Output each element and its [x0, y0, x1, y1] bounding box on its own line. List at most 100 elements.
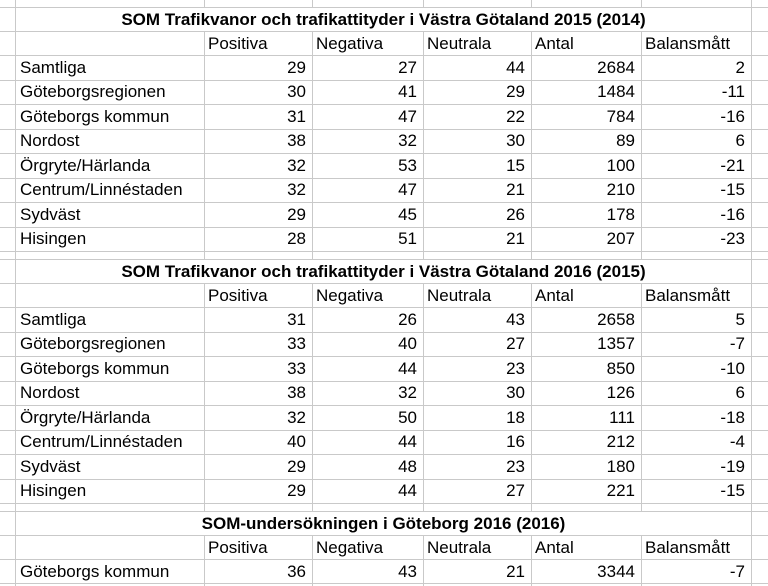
value-cell[interactable]: -10 — [642, 357, 752, 381]
value-cell[interactable]: 50 — [313, 406, 424, 430]
value-cell[interactable]: -7 — [642, 332, 752, 356]
value-cell[interactable]: 31 — [205, 105, 313, 129]
row-label-cell[interactable]: Göteborgs kommun — [16, 357, 205, 381]
column-header-cell[interactable]: Negativa — [313, 32, 424, 55]
value-cell[interactable]: 27 — [424, 479, 532, 503]
value-cell[interactable]: 21 — [424, 560, 532, 583]
value-cell[interactable]: -23 — [642, 227, 752, 251]
row-label-cell[interactable]: Örgryte/Härlanda — [16, 406, 205, 430]
value-cell[interactable]: 36 — [205, 560, 313, 583]
value-cell[interactable]: 40 — [313, 332, 424, 356]
column-header-cell[interactable]: Balansmått — [642, 32, 752, 55]
value-cell[interactable]: 53 — [313, 154, 424, 178]
row-label-cell[interactable]: Örgryte/Härlanda — [16, 154, 205, 178]
row-label-cell[interactable]: Nordost — [16, 381, 205, 405]
row-label-cell[interactable]: Göteborgs kommun — [16, 105, 205, 129]
value-cell[interactable]: 21 — [424, 178, 532, 202]
column-header-cell[interactable]: Positiva — [205, 284, 313, 307]
value-cell[interactable]: 221 — [532, 479, 642, 503]
value-cell[interactable]: 32 — [205, 406, 313, 430]
column-header-cell[interactable]: Neutrala — [424, 32, 532, 55]
column-header-cell[interactable]: Antal — [532, 32, 642, 55]
value-cell[interactable]: -4 — [642, 430, 752, 454]
value-cell[interactable]: 2658 — [532, 308, 642, 332]
column-header-cell[interactable]: Antal — [532, 536, 642, 559]
column-header-cell[interactable]: Negativa — [313, 536, 424, 559]
value-cell[interactable]: 1484 — [532, 80, 642, 104]
value-cell[interactable]: 210 — [532, 178, 642, 202]
empty-header-cell[interactable] — [16, 284, 205, 307]
value-cell[interactable]: -16 — [642, 203, 752, 227]
value-cell[interactable]: 3344 — [532, 560, 642, 583]
value-cell[interactable]: 26 — [424, 203, 532, 227]
value-cell[interactable]: 29 — [205, 56, 313, 80]
value-cell[interactable]: 89 — [532, 129, 642, 153]
value-cell[interactable]: 207 — [532, 227, 642, 251]
value-cell[interactable]: 32 — [313, 129, 424, 153]
column-header-cell[interactable]: Neutrala — [424, 536, 532, 559]
value-cell[interactable]: 40 — [205, 430, 313, 454]
value-cell[interactable]: 15 — [424, 154, 532, 178]
value-cell[interactable]: 1357 — [532, 332, 642, 356]
value-cell[interactable]: 38 — [205, 381, 313, 405]
empty-header-cell[interactable] — [16, 536, 205, 559]
value-cell[interactable]: -15 — [642, 178, 752, 202]
row-label-cell[interactable]: Hisingen — [16, 479, 205, 503]
value-cell[interactable]: 29 — [205, 455, 313, 479]
row-label-cell[interactable]: Samtliga — [16, 308, 205, 332]
value-cell[interactable]: 850 — [532, 357, 642, 381]
value-cell[interactable]: 16 — [424, 430, 532, 454]
value-cell[interactable]: 31 — [205, 308, 313, 332]
value-cell[interactable]: 44 — [313, 430, 424, 454]
column-header-cell[interactable]: Antal — [532, 284, 642, 307]
value-cell[interactable]: 47 — [313, 105, 424, 129]
value-cell[interactable]: -15 — [642, 479, 752, 503]
row-label-cell[interactable]: Göteborgs kommun — [16, 560, 205, 583]
value-cell[interactable]: 6 — [642, 381, 752, 405]
value-cell[interactable]: 6 — [642, 129, 752, 153]
value-cell[interactable]: 5 — [642, 308, 752, 332]
value-cell[interactable]: -11 — [642, 80, 752, 104]
value-cell[interactable]: 32 — [205, 178, 313, 202]
value-cell[interactable]: -16 — [642, 105, 752, 129]
value-cell[interactable]: 32 — [313, 381, 424, 405]
value-cell[interactable]: 41 — [313, 80, 424, 104]
value-cell[interactable]: -19 — [642, 455, 752, 479]
value-cell[interactable]: 29 — [205, 203, 313, 227]
value-cell[interactable]: 126 — [532, 381, 642, 405]
value-cell[interactable]: 21 — [424, 227, 532, 251]
value-cell[interactable]: 44 — [424, 56, 532, 80]
value-cell[interactable]: 111 — [532, 406, 642, 430]
row-label-cell[interactable]: Sydväst — [16, 455, 205, 479]
column-header-cell[interactable]: Neutrala — [424, 284, 532, 307]
row-label-cell[interactable]: Nordost — [16, 129, 205, 153]
value-cell[interactable]: 23 — [424, 357, 532, 381]
value-cell[interactable]: -7 — [642, 560, 752, 583]
value-cell[interactable]: 18 — [424, 406, 532, 430]
empty-header-cell[interactable] — [16, 32, 205, 55]
value-cell[interactable]: 180 — [532, 455, 642, 479]
value-cell[interactable]: 29 — [205, 479, 313, 503]
value-cell[interactable]: 44 — [313, 479, 424, 503]
value-cell[interactable]: 784 — [532, 105, 642, 129]
table-title[interactable]: SOM-undersökningen i Göteborg 2016 (2016… — [16, 512, 752, 535]
row-label-cell[interactable]: Centrum/Linnéstaden — [16, 430, 205, 454]
value-cell[interactable]: 51 — [313, 227, 424, 251]
value-cell[interactable]: 178 — [532, 203, 642, 227]
row-label-cell[interactable]: Hisingen — [16, 227, 205, 251]
row-label-cell[interactable]: Göteborgsregionen — [16, 332, 205, 356]
value-cell[interactable]: -21 — [642, 154, 752, 178]
value-cell[interactable]: 29 — [424, 80, 532, 104]
value-cell[interactable]: 44 — [313, 357, 424, 381]
value-cell[interactable]: 43 — [424, 308, 532, 332]
value-cell[interactable]: 100 — [532, 154, 642, 178]
value-cell[interactable]: 212 — [532, 430, 642, 454]
table-title[interactable]: SOM Trafikvanor och trafikattityder i Vä… — [16, 260, 752, 283]
value-cell[interactable]: 30 — [424, 129, 532, 153]
value-cell[interactable]: 26 — [313, 308, 424, 332]
value-cell[interactable]: 2 — [642, 56, 752, 80]
value-cell[interactable]: 38 — [205, 129, 313, 153]
row-label-cell[interactable]: Samtliga — [16, 56, 205, 80]
column-header-cell[interactable]: Balansmått — [642, 284, 752, 307]
value-cell[interactable]: 27 — [424, 332, 532, 356]
